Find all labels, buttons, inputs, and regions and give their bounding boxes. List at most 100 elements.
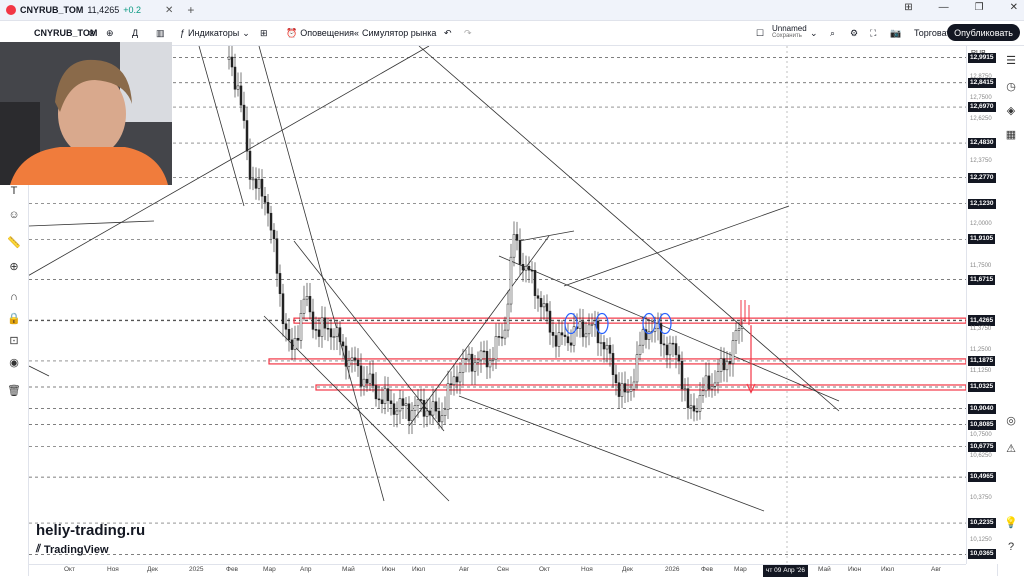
publish-label: Опубликовать	[954, 27, 1013, 38]
candle-body	[659, 323, 663, 345]
trend-line	[29, 220, 155, 227]
tradingview-logo: ⫽ TradingView	[36, 543, 109, 556]
candle-body	[563, 334, 567, 337]
settings-icon[interactable]: ⚙	[850, 27, 859, 38]
candle-body	[356, 359, 360, 367]
publish-button[interactable]: Опубликовать	[947, 24, 1020, 41]
candle-body	[338, 327, 342, 343]
candle-body	[470, 353, 474, 372]
trend-line	[518, 230, 575, 242]
maximize-icon[interactable]: ❐	[974, 2, 984, 13]
quick-search-icon[interactable]: ⌕	[830, 27, 836, 38]
close-window-icon[interactable]: ✕	[1009, 2, 1018, 13]
chart-tab[interactable]: CNYRUB_TOM 11,4265 +0.2 ✕ +	[6, 2, 194, 18]
candle-body	[278, 273, 282, 294]
candle-body	[323, 317, 327, 329]
candle-body	[371, 373, 375, 386]
help-icon[interactable]: ?	[1007, 541, 1015, 553]
price-tick: 11,2500	[970, 347, 992, 354]
interval-button[interactable]: Д	[132, 25, 138, 41]
minimize-icon[interactable]: —	[938, 2, 949, 13]
trend-line	[29, 46, 430, 276]
candle-body	[344, 345, 348, 367]
time-label: Июл	[881, 566, 895, 573]
price-label: 12,6970	[968, 102, 996, 113]
watchlist-icon[interactable]: ☰	[1006, 55, 1016, 67]
candle-body	[728, 361, 732, 364]
price-tick: 10,7500	[970, 431, 992, 438]
indicators-button[interactable]: ƒ Индикаторы ⌄	[180, 25, 250, 41]
candle-body	[518, 240, 522, 265]
symbol-label: CNYRUB_TOM	[34, 28, 98, 38]
redo-icon[interactable]: ↷	[464, 27, 472, 38]
candle-body	[515, 234, 519, 241]
candle-body	[695, 410, 699, 413]
trend-line	[198, 46, 245, 207]
candle-body	[335, 327, 339, 337]
candle-body	[359, 365, 363, 387]
trend-line	[258, 46, 385, 502]
magnet-icon[interactable]: ∩	[10, 291, 18, 303]
lock-icon[interactable]: ⊡	[9, 335, 19, 347]
emoji-tool-icon[interactable]: ☺	[8, 209, 20, 221]
candle-body	[557, 332, 561, 347]
camera-icon[interactable]: 📷	[890, 27, 902, 38]
layers-icon[interactable]: ◈	[1006, 105, 1016, 117]
time-label: Ноя	[581, 566, 593, 573]
touch-marker	[595, 312, 609, 335]
candle-body	[614, 374, 618, 383]
layout-icon[interactable]: ⊞	[904, 2, 913, 13]
add-symbol-icon[interactable]: ⊕	[106, 27, 114, 38]
candle-body	[611, 353, 615, 375]
candle-body	[284, 323, 288, 330]
compare-icon[interactable]: ⊗	[88, 27, 96, 38]
candle-body	[581, 321, 585, 338]
time-label: Окт	[539, 566, 550, 573]
trend-line	[418, 46, 840, 412]
replay-button[interactable]: « Симулятор рынка	[354, 25, 436, 41]
candle-body	[638, 344, 642, 355]
candle-body	[473, 362, 477, 372]
time-label: Авг	[931, 566, 942, 573]
lock-drawings-icon[interactable]: 🔒	[7, 313, 21, 325]
candle-body	[647, 331, 651, 340]
calendar-icon[interactable]: ▦	[1005, 129, 1017, 141]
time-scale[interactable]: Окт Ноя Дек 2025 Фев Мар Апр Май Июн Июл Авг Сен Окт…	[29, 564, 966, 577]
templates-icon[interactable]: ⊞	[260, 27, 268, 38]
replay-label: Симулятор рынка	[362, 28, 437, 38]
new-tab-icon[interactable]: +	[187, 3, 195, 17]
close-tab-icon[interactable]: ✕	[165, 4, 174, 16]
alerts-button[interactable]: ⏰ Оповещения	[286, 25, 354, 41]
eye-icon[interactable]: ◉	[9, 357, 19, 369]
lightbulb-icon[interactable]: 💡	[1004, 517, 1018, 529]
price-chart[interactable]	[29, 46, 966, 564]
candle-body	[404, 403, 408, 406]
layout-checkbox[interactable]: ☐	[756, 27, 765, 38]
chevron-down-icon[interactable]: ⌄	[810, 27, 818, 38]
text-tool-icon[interactable]: T	[10, 185, 18, 197]
target-icon[interactable]: ◎	[1006, 415, 1016, 427]
zoom-in-icon[interactable]: ⊕	[9, 261, 19, 273]
candle-body	[296, 337, 300, 341]
fullscreen-icon[interactable]: ⛶	[870, 27, 877, 38]
candle-body	[443, 409, 447, 417]
candle-body	[449, 383, 453, 385]
trade-button[interactable]: Торговать	[914, 25, 955, 41]
candle-body	[491, 358, 495, 361]
candle-body	[566, 336, 570, 344]
candle-body	[551, 332, 555, 336]
trend-line	[458, 395, 765, 512]
notification-icon[interactable]: ⚠	[1006, 443, 1016, 455]
candle-body	[542, 303, 546, 308]
undo-icon[interactable]: ↶	[444, 27, 452, 38]
candles-icon[interactable]: ▥	[156, 27, 165, 38]
candle-body	[545, 303, 549, 312]
candle-body	[533, 270, 537, 296]
trash-icon[interactable]: 🗑	[7, 385, 21, 397]
time-label: 2026	[665, 566, 680, 573]
ruler-icon[interactable]: 📏	[7, 237, 21, 249]
price-scale[interactable]: RUB 12,991512,841512,697012,483012,27701…	[966, 46, 999, 564]
alarm-clock-icon[interactable]: ◷	[1006, 81, 1016, 93]
layout-name-button[interactable]: Unnamed Сохранить	[772, 24, 807, 40]
symbol-search-button[interactable]: CNYRUB_TOM	[34, 25, 97, 41]
